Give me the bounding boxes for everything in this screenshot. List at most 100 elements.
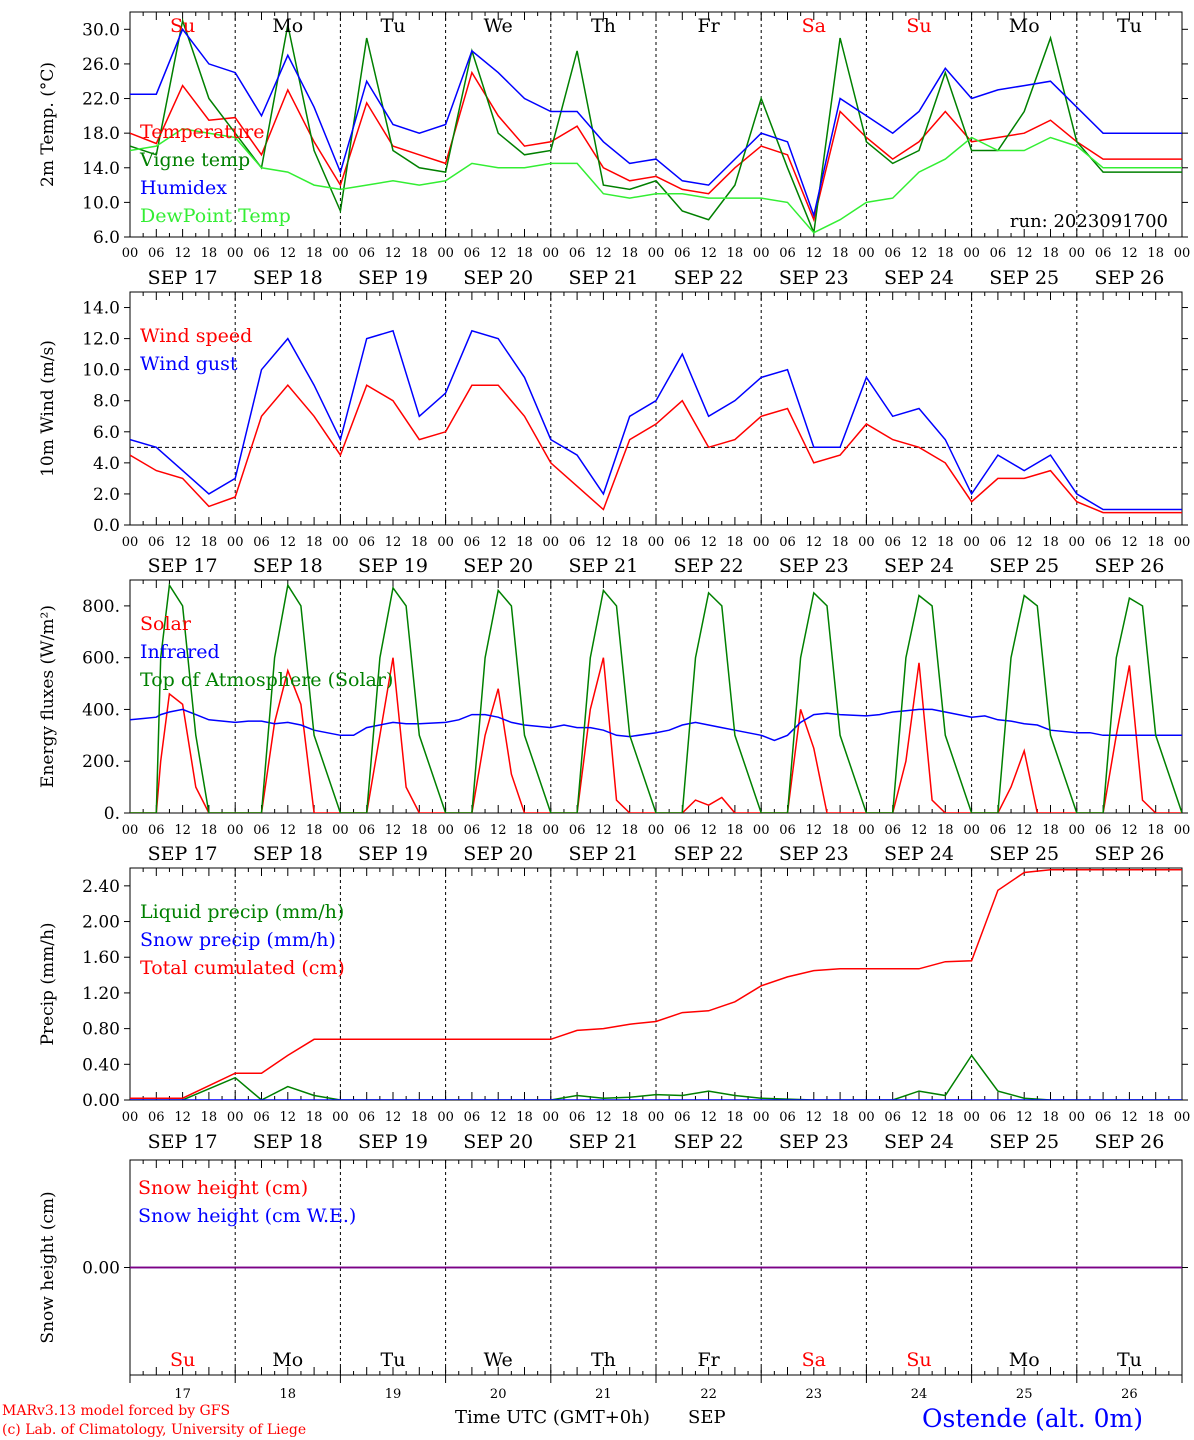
y-tick-label: 600. (82, 649, 120, 669)
date-label: SEP 24 (884, 843, 954, 865)
hour-label: 18 (516, 535, 533, 550)
hour-label: 18 (937, 1110, 954, 1125)
date-label: SEP 22 (674, 1131, 744, 1153)
legend-entry: Solar (140, 613, 192, 635)
hour-label: 06 (884, 246, 901, 261)
hour-label: 00 (227, 823, 244, 838)
weekday-label: Tu (1117, 15, 1142, 37)
hour-label: 06 (1095, 246, 1112, 261)
hour-label: 12 (700, 823, 717, 838)
hour-label: 06 (253, 246, 270, 261)
hour-label: 12 (1121, 823, 1138, 838)
hour-label: 18 (1042, 246, 1059, 261)
y-tick-label: 2.40 (82, 877, 120, 897)
hour-label: 18 (937, 535, 954, 550)
hour-label: 12 (490, 823, 507, 838)
hour-label: 00 (332, 535, 349, 550)
hour-label: 18 (411, 246, 428, 261)
y-axis-label: Energy fluxes (W/m²) (38, 605, 58, 788)
y-tick-label: 12.0 (82, 330, 120, 350)
hour-label: 18 (621, 823, 638, 838)
y-tick-label: 0.80 (82, 1020, 120, 1040)
y-tick-label: 10.0 (82, 361, 120, 381)
date-label: SEP 19 (358, 267, 428, 289)
hour-label: 00 (122, 1110, 139, 1125)
hour-label: 18 (621, 246, 638, 261)
day-number-label: 17 (174, 1387, 191, 1402)
copyright-credit: (c) Lab. of Climatology, University of L… (2, 1422, 306, 1438)
panel-5: 0.00 Snow height (cm) Snow height (cm) Snow… (38, 1159, 1188, 1402)
hour-label: 12 (280, 246, 297, 261)
hour-label: 00 (227, 246, 244, 261)
hour-label: 18 (832, 1110, 849, 1125)
hour-label: 00 (648, 823, 665, 838)
series-line (130, 329, 1182, 511)
hour-label: 18 (1147, 823, 1164, 838)
hour-label: 06 (1095, 1110, 1112, 1125)
date-label: SEP 23 (779, 267, 849, 289)
y-tick-label: 200. (82, 752, 120, 772)
hour-label: 00 (543, 823, 560, 838)
hour-label: 00 (1174, 823, 1191, 838)
series-line (130, 70, 1182, 223)
date-label: SEP 20 (463, 1131, 533, 1153)
y-tick-label: 14.0 (82, 159, 120, 179)
panel-3: 0. 200. 400. 600. 800. Energy fluxes (W/m²) So… (38, 579, 1191, 865)
hour-label: 12 (490, 246, 507, 261)
hour-label: 00 (332, 1110, 349, 1125)
hour-label: 12 (911, 823, 928, 838)
weekday-label: Fr (697, 1349, 720, 1371)
weekday-label: Fr (697, 15, 720, 37)
hour-label: 18 (201, 823, 218, 838)
hour-label: 06 (779, 246, 796, 261)
y-tick-label: 4.0 (93, 454, 120, 474)
y-tick-label: 0.40 (82, 1055, 120, 1075)
hour-label: 06 (358, 823, 375, 838)
hour-label: 12 (1016, 823, 1033, 838)
date-label: SEP 21 (568, 843, 638, 865)
hour-label: 06 (464, 246, 481, 261)
date-label: SEP 24 (884, 1131, 954, 1153)
hour-label: 18 (1147, 535, 1164, 550)
legend-entry: DewPoint Temp (140, 205, 291, 227)
hour-label: 12 (911, 246, 928, 261)
hour-label: 00 (332, 823, 349, 838)
series-line (130, 583, 1182, 813)
series-line (130, 1054, 1182, 1100)
y-axis-label: 10m Wind (m/s) (38, 340, 58, 477)
hour-label: 12 (1121, 535, 1138, 550)
y-tick-label: 2.0 (93, 485, 120, 505)
hour-label: 00 (648, 246, 665, 261)
day-number-label: 26 (1121, 1387, 1138, 1402)
hour-label: 12 (385, 246, 402, 261)
hour-label: 12 (595, 1110, 612, 1125)
y-tick-label: 0.00 (82, 1259, 120, 1279)
hour-label: 06 (779, 1110, 796, 1125)
hour-label: 00 (1174, 1110, 1191, 1125)
hour-label: 18 (411, 1110, 428, 1125)
weekday-label: Su (170, 15, 195, 37)
day-number-label: 23 (806, 1387, 823, 1402)
hour-label: 18 (621, 1110, 638, 1125)
legend-entry: Wind gust (140, 353, 238, 375)
hour-label: 06 (253, 823, 270, 838)
hour-label: 00 (122, 535, 139, 550)
hour-label: 06 (569, 1110, 586, 1125)
day-number-label: 25 (1016, 1387, 1033, 1402)
hour-label: 06 (884, 535, 901, 550)
weekday-label: We (484, 15, 513, 37)
hour-label: 12 (385, 535, 402, 550)
hour-label: 00 (122, 823, 139, 838)
y-tick-label: 10.0 (82, 193, 120, 213)
hour-label: 12 (595, 246, 612, 261)
hour-label: 18 (1042, 535, 1059, 550)
hour-label: 12 (174, 535, 191, 550)
hour-label: 00 (122, 246, 139, 261)
date-label: SEP 24 (884, 267, 954, 289)
hour-label: 06 (1095, 823, 1112, 838)
hour-label: 00 (437, 823, 454, 838)
x-axis-label: Time UTC (GMT+0h) (455, 1407, 650, 1428)
weekday-label: Su (906, 1349, 931, 1371)
hour-label: 12 (280, 1110, 297, 1125)
weekday-label: Th (591, 1349, 616, 1371)
